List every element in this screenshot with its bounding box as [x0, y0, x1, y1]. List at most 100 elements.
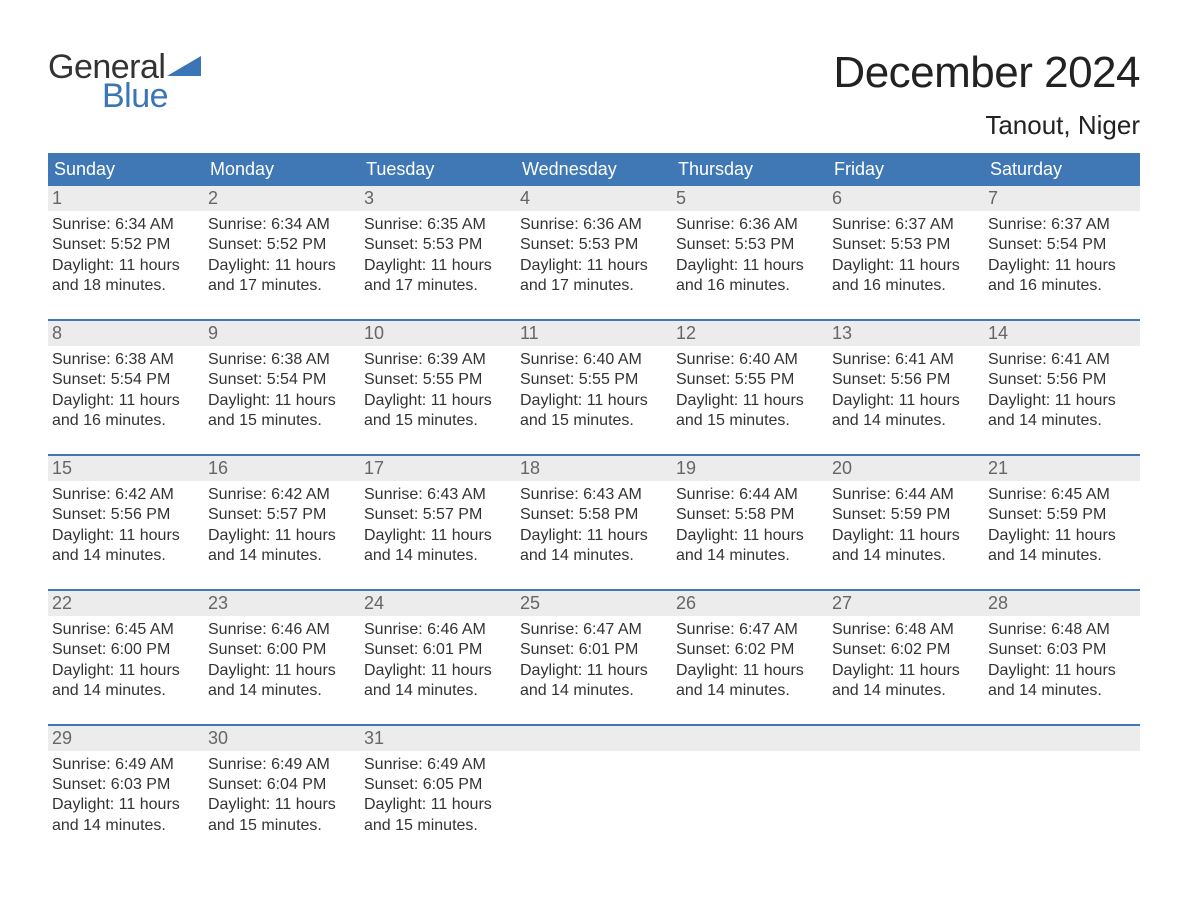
sunset-line: Sunset: 5:56 PM: [52, 505, 200, 525]
header-cell-friday: Friday: [828, 153, 984, 186]
daylight-line-1: Daylight: 11 hours: [208, 391, 356, 411]
day-details: Sunrise: 6:42 AMSunset: 5:56 PMDaylight:…: [48, 481, 204, 567]
day-cell: 26Sunrise: 6:47 AMSunset: 6:02 PMDayligh…: [672, 591, 828, 724]
sunset-line: Sunset: 5:54 PM: [208, 370, 356, 390]
daylight-line-1: Daylight: 11 hours: [832, 256, 980, 276]
daylight-line-1: Daylight: 11 hours: [520, 256, 668, 276]
sunrise-line: Sunrise: 6:35 AM: [364, 215, 512, 235]
sunrise-line: Sunrise: 6:34 AM: [208, 215, 356, 235]
sunset-line: Sunset: 5:57 PM: [364, 505, 512, 525]
day-details: Sunrise: 6:36 AMSunset: 5:53 PMDaylight:…: [672, 211, 828, 297]
daylight-line-1: Daylight: 11 hours: [364, 391, 512, 411]
day-number: 16: [204, 456, 360, 481]
day-number: 31: [360, 726, 516, 751]
daylight-line-2: and 17 minutes.: [520, 276, 668, 296]
day-cell: 17Sunrise: 6:43 AMSunset: 5:57 PMDayligh…: [360, 456, 516, 589]
day-details: Sunrise: 6:49 AMSunset: 6:05 PMDaylight:…: [360, 751, 516, 837]
sunset-line: Sunset: 5:53 PM: [364, 235, 512, 255]
logo-triangle-icon: [167, 54, 201, 81]
sunrise-line: Sunrise: 6:46 AM: [208, 620, 356, 640]
daylight-line-1: Daylight: 11 hours: [52, 256, 200, 276]
sunset-line: Sunset: 5:52 PM: [208, 235, 356, 255]
sunrise-line: Sunrise: 6:45 AM: [988, 485, 1136, 505]
day-cell: 18Sunrise: 6:43 AMSunset: 5:58 PMDayligh…: [516, 456, 672, 589]
sunrise-line: Sunrise: 6:39 AM: [364, 350, 512, 370]
day-number: 26: [672, 591, 828, 616]
sunset-line: Sunset: 5:57 PM: [208, 505, 356, 525]
logo: General Blue: [48, 48, 201, 116]
daylight-line-1: Daylight: 11 hours: [676, 661, 824, 681]
sunrise-line: Sunrise: 6:34 AM: [52, 215, 200, 235]
daylight-line-2: and 14 minutes.: [364, 681, 512, 701]
daylight-line-1: Daylight: 11 hours: [832, 391, 980, 411]
day-cell: 28Sunrise: 6:48 AMSunset: 6:03 PMDayligh…: [984, 591, 1140, 724]
sunset-line: Sunset: 6:00 PM: [52, 640, 200, 660]
sunset-line: Sunset: 5:54 PM: [52, 370, 200, 390]
day-details: Sunrise: 6:43 AMSunset: 5:58 PMDaylight:…: [516, 481, 672, 567]
daylight-line-2: and 14 minutes.: [364, 546, 512, 566]
day-number: 24: [360, 591, 516, 616]
day-cell: 24Sunrise: 6:46 AMSunset: 6:01 PMDayligh…: [360, 591, 516, 724]
day-cell: 29Sunrise: 6:49 AMSunset: 6:03 PMDayligh…: [48, 726, 204, 859]
daylight-line-2: and 15 minutes.: [364, 411, 512, 431]
day-details: Sunrise: 6:39 AMSunset: 5:55 PMDaylight:…: [360, 346, 516, 432]
daylight-line-1: Daylight: 11 hours: [52, 391, 200, 411]
day-details: Sunrise: 6:40 AMSunset: 5:55 PMDaylight:…: [672, 346, 828, 432]
week-row: 22Sunrise: 6:45 AMSunset: 6:00 PMDayligh…: [48, 589, 1140, 724]
daylight-line-1: Daylight: 11 hours: [832, 661, 980, 681]
day-cell: 23Sunrise: 6:46 AMSunset: 6:00 PMDayligh…: [204, 591, 360, 724]
day-number: 23: [204, 591, 360, 616]
day-number: [672, 726, 828, 751]
calendar: SundayMondayTuesdayWednesdayThursdayFrid…: [48, 153, 1140, 858]
day-details: Sunrise: 6:35 AMSunset: 5:53 PMDaylight:…: [360, 211, 516, 297]
sunset-line: Sunset: 5:58 PM: [520, 505, 668, 525]
day-cell: 30Sunrise: 6:49 AMSunset: 6:04 PMDayligh…: [204, 726, 360, 859]
daylight-line-1: Daylight: 11 hours: [520, 661, 668, 681]
day-cell: 4Sunrise: 6:36 AMSunset: 5:53 PMDaylight…: [516, 186, 672, 319]
day-details: Sunrise: 6:47 AMSunset: 6:02 PMDaylight:…: [672, 616, 828, 702]
day-cell: 16Sunrise: 6:42 AMSunset: 5:57 PMDayligh…: [204, 456, 360, 589]
sunrise-line: Sunrise: 6:43 AM: [520, 485, 668, 505]
header-cell-sunday: Sunday: [48, 153, 204, 186]
day-details: Sunrise: 6:46 AMSunset: 6:00 PMDaylight:…: [204, 616, 360, 702]
sunset-line: Sunset: 5:55 PM: [676, 370, 824, 390]
day-number: 28: [984, 591, 1140, 616]
day-cell: 27Sunrise: 6:48 AMSunset: 6:02 PMDayligh…: [828, 591, 984, 724]
day-cell: 12Sunrise: 6:40 AMSunset: 5:55 PMDayligh…: [672, 321, 828, 454]
day-cell: 25Sunrise: 6:47 AMSunset: 6:01 PMDayligh…: [516, 591, 672, 724]
day-details: Sunrise: 6:36 AMSunset: 5:53 PMDaylight:…: [516, 211, 672, 297]
day-cell: 9Sunrise: 6:38 AMSunset: 5:54 PMDaylight…: [204, 321, 360, 454]
daylight-line-2: and 16 minutes.: [52, 411, 200, 431]
sunrise-line: Sunrise: 6:49 AM: [364, 755, 512, 775]
sunset-line: Sunset: 5:54 PM: [988, 235, 1136, 255]
daylight-line-1: Daylight: 11 hours: [208, 661, 356, 681]
day-number: 2: [204, 186, 360, 211]
sunset-line: Sunset: 5:59 PM: [988, 505, 1136, 525]
location-label: Tanout, Niger: [833, 110, 1140, 141]
sunset-line: Sunset: 6:03 PM: [52, 775, 200, 795]
day-number: 5: [672, 186, 828, 211]
sunset-line: Sunset: 6:01 PM: [364, 640, 512, 660]
day-details: Sunrise: 6:45 AMSunset: 5:59 PMDaylight:…: [984, 481, 1140, 567]
day-cell: 20Sunrise: 6:44 AMSunset: 5:59 PMDayligh…: [828, 456, 984, 589]
daylight-line-2: and 17 minutes.: [208, 276, 356, 296]
header-cell-monday: Monday: [204, 153, 360, 186]
day-cell: 6Sunrise: 6:37 AMSunset: 5:53 PMDaylight…: [828, 186, 984, 319]
day-number: 30: [204, 726, 360, 751]
daylight-line-2: and 14 minutes.: [520, 681, 668, 701]
day-number: 20: [828, 456, 984, 481]
day-cell: 13Sunrise: 6:41 AMSunset: 5:56 PMDayligh…: [828, 321, 984, 454]
day-details: Sunrise: 6:34 AMSunset: 5:52 PMDaylight:…: [204, 211, 360, 297]
empty-day: [516, 726, 672, 859]
daylight-line-2: and 14 minutes.: [52, 681, 200, 701]
daylight-line-1: Daylight: 11 hours: [832, 526, 980, 546]
daylight-line-1: Daylight: 11 hours: [520, 391, 668, 411]
header-area: General Blue December 2024 Tanout, Niger: [48, 48, 1140, 141]
day-number: [516, 726, 672, 751]
empty-day: [672, 726, 828, 859]
sunrise-line: Sunrise: 6:47 AM: [520, 620, 668, 640]
week-row: 15Sunrise: 6:42 AMSunset: 5:56 PMDayligh…: [48, 454, 1140, 589]
day-number: 8: [48, 321, 204, 346]
daylight-line-1: Daylight: 11 hours: [988, 391, 1136, 411]
day-number: 19: [672, 456, 828, 481]
